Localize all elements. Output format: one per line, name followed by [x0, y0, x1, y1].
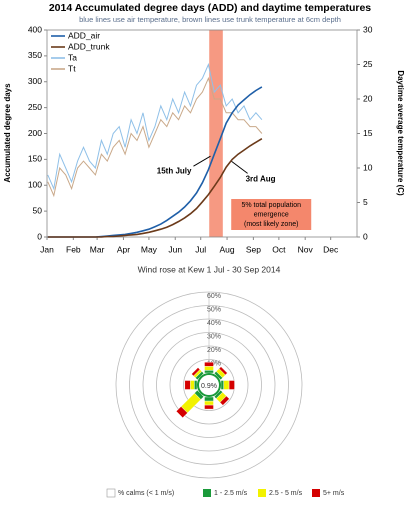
x-tick-label: Aug [219, 244, 234, 254]
legend-label: ADD_trunk [68, 41, 110, 51]
x-tick-label: Dec [323, 244, 339, 254]
legend-label: ADD_air [68, 30, 100, 40]
y-tick-label: 400 [28, 24, 42, 34]
rose-segment [176, 406, 188, 418]
y2-tick-label: 5 [363, 197, 368, 207]
y2-tick-label: 30 [363, 24, 373, 34]
x-tick-label: Apr [117, 244, 130, 254]
radial-tick-label: 20% [207, 347, 221, 354]
legend-label: 1 - 2.5 m/s [214, 490, 248, 497]
annotation: 5% total population [241, 202, 301, 209]
rose-segment [219, 395, 230, 406]
legend-swatch [312, 489, 320, 497]
y2-tick-label: 25 [363, 59, 373, 69]
series-line [47, 138, 263, 238]
y-tick-label: 0 [37, 231, 42, 241]
radial-tick-label: 60% [207, 293, 221, 300]
annotation: 3rd Aug [246, 174, 276, 183]
x-tick-label: Oct [272, 244, 286, 254]
rose-segment [194, 380, 198, 390]
radial-tick-label: 10% [207, 360, 221, 367]
x-tick-label: Sep [246, 244, 261, 254]
chart-title: Wind rose at Kew 1 Jul - 30 Sep 2014 [138, 264, 281, 274]
x-tick-label: May [141, 244, 158, 254]
y-tick-label: 300 [28, 76, 42, 86]
x-tick-label: Feb [66, 244, 81, 254]
radial-tick-label: 50% [207, 306, 221, 313]
y-tick-label: 150 [28, 154, 42, 164]
rose-segment [204, 404, 214, 410]
rose-segment [184, 380, 191, 390]
legend-label: Tt [68, 63, 76, 73]
y2-tick-label: 0 [363, 231, 368, 241]
y-tick-label: 100 [28, 180, 42, 190]
calms-circle [197, 373, 221, 397]
rose-segment [228, 380, 235, 390]
rose-segment [204, 396, 214, 402]
x-tick-label: Jan [40, 244, 54, 254]
y-tick-label: 50 [33, 205, 43, 215]
rose-segment [223, 380, 230, 390]
rose-segment [204, 366, 214, 371]
rose-segment [204, 400, 214, 406]
y-axis-label: Accumulated degree days [3, 83, 12, 183]
y2-axis-label: Daytime average temperature (C) [396, 70, 405, 196]
chart-subtitle: blue lines use air temperature, brown li… [79, 15, 341, 24]
rose-segment [191, 367, 201, 377]
annotation-arrow [193, 155, 211, 167]
y2-tick-label: 15 [363, 128, 373, 138]
legend-label: 5+ m/s [323, 490, 345, 497]
legend-label: 2.5 - 5 m/s [269, 490, 303, 497]
highlight-band [209, 30, 223, 237]
annotation: emergence [254, 211, 289, 218]
annotation: 15th July [157, 166, 192, 175]
series-line [47, 62, 263, 191]
calms-label: 0.9% [201, 383, 217, 390]
legend-label: Ta [68, 52, 77, 62]
annotation: (most likely zone) [244, 221, 298, 228]
rose-segment [204, 362, 214, 367]
chart-title: 2014 Accumulated degree days (ADD) and d… [49, 2, 371, 14]
y2-tick-label: 10 [363, 162, 373, 172]
legend-swatch [258, 489, 266, 497]
rose-segment [204, 370, 214, 374]
legend-swatch [203, 489, 211, 497]
radial-tick-label: 40% [207, 320, 221, 327]
legend-label: % calms (< 1 m/s) [118, 490, 174, 497]
x-tick-label: Jun [168, 244, 182, 254]
x-tick-label: Nov [298, 244, 314, 254]
legend-swatch [106, 488, 116, 498]
y-tick-label: 350 [28, 50, 42, 60]
rose-segment [190, 380, 195, 390]
rose-segment [220, 380, 224, 390]
radial-tick-label: 30% [207, 333, 221, 340]
annotation-box [231, 199, 312, 230]
y-tick-label: 250 [28, 102, 42, 112]
rose-segment [218, 366, 228, 376]
y2-tick-label: 20 [363, 93, 373, 103]
y-tick-label: 200 [28, 128, 42, 138]
series-line [47, 76, 263, 198]
x-tick-label: Mar [90, 244, 105, 254]
annotation-arrow [231, 161, 248, 174]
x-tick-label: Jul [195, 244, 206, 254]
